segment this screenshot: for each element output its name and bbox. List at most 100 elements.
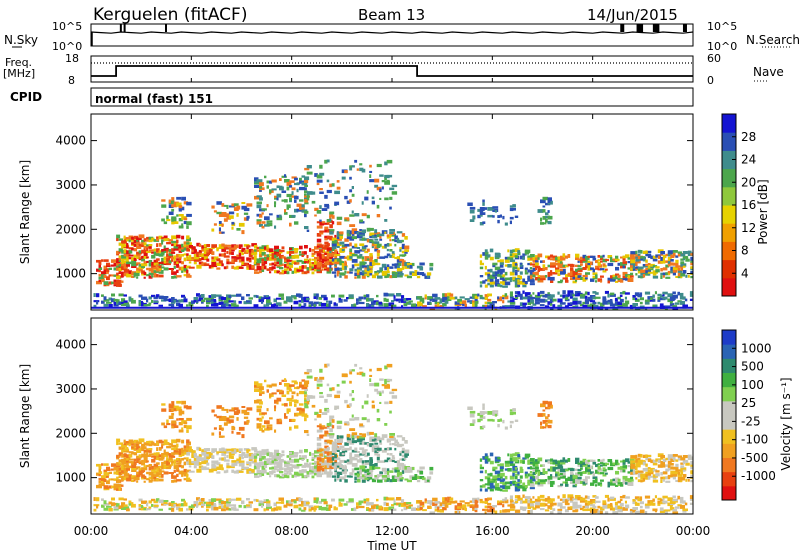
power-cell	[391, 184, 398, 188]
power-cell	[364, 238, 369, 241]
power-cell	[519, 262, 522, 265]
velocity-cell	[489, 488, 494, 492]
power-cell	[426, 272, 432, 276]
power-cell	[562, 264, 568, 268]
velocity-cell	[514, 459, 519, 462]
power-cell	[173, 266, 176, 269]
velocity-cell	[552, 508, 556, 511]
velocity-cell	[294, 466, 299, 469]
power-cell	[151, 254, 156, 259]
power-cell	[123, 253, 128, 257]
velocity-cell	[590, 459, 596, 462]
power-cell	[690, 261, 693, 266]
power-cell	[394, 243, 397, 247]
power-cell	[371, 196, 375, 200]
power-cell	[236, 293, 242, 297]
power-cell	[266, 295, 269, 298]
power-cell	[311, 267, 317, 271]
power-cell	[123, 265, 128, 269]
velocity-cell	[156, 498, 160, 502]
power-cell	[647, 263, 651, 266]
power-cell	[128, 296, 132, 300]
velocity-cell	[369, 466, 374, 470]
power-cell	[396, 239, 403, 244]
power-cell	[614, 303, 620, 307]
power-cell	[226, 303, 231, 307]
velocity-cell	[467, 406, 473, 410]
velocity-cell	[228, 465, 235, 469]
velocity-cell	[246, 419, 250, 423]
velocity-cell	[116, 465, 121, 468]
velocity-cell	[166, 464, 171, 467]
power-cell	[472, 293, 478, 298]
power-cell	[183, 296, 186, 300]
power-cell	[314, 259, 317, 262]
power-cell	[391, 251, 395, 254]
velocity-cell	[537, 483, 544, 487]
velocity-cell	[344, 399, 348, 404]
velocity-cell	[632, 471, 637, 475]
velocity-cell	[366, 452, 370, 456]
power-cell	[274, 195, 278, 199]
velocity-cell	[101, 479, 104, 483]
velocity-cell	[376, 438, 382, 442]
power-cell	[565, 277, 568, 280]
velocity-cell	[106, 480, 110, 485]
power-cell	[319, 222, 325, 226]
velocity-cell	[682, 508, 688, 512]
velocity-cell	[454, 505, 458, 509]
velocity-cell	[612, 481, 619, 484]
velocity-cell	[126, 467, 130, 471]
velocity-cell	[504, 509, 511, 513]
power-cell	[146, 250, 152, 253]
power-cell	[609, 299, 613, 303]
power-cell	[226, 206, 229, 209]
velocity-cell	[106, 505, 112, 508]
velocity-cell	[550, 480, 555, 485]
power-cell	[186, 221, 192, 226]
velocity-cell	[101, 463, 104, 466]
power-cell	[274, 251, 280, 255]
velocity-cell	[241, 500, 245, 505]
power-cell	[371, 274, 376, 279]
power-cell	[341, 273, 346, 276]
power-cell	[569, 295, 573, 299]
power-cell	[133, 257, 137, 261]
power-cell	[359, 238, 363, 241]
power-cell	[161, 252, 165, 256]
power-cell	[487, 301, 493, 305]
velocity-cell	[492, 475, 496, 479]
velocity-cell	[316, 469, 322, 474]
power-cell	[106, 262, 110, 266]
power-cell	[151, 272, 156, 275]
power-cell	[484, 255, 490, 258]
power-cell	[108, 304, 113, 308]
velocity-cell	[111, 502, 116, 507]
velocity-cell	[524, 471, 528, 474]
velocity-cell	[289, 451, 292, 454]
velocity-cell	[589, 504, 596, 507]
velocity-cell	[670, 473, 675, 478]
velocity-cell	[369, 436, 375, 440]
velocity-cell	[103, 500, 107, 505]
power-cell	[482, 199, 485, 203]
velocity-cell	[311, 471, 317, 475]
velocity-cell	[158, 466, 161, 470]
velocity-cell	[339, 467, 344, 470]
power-cell	[98, 267, 103, 270]
power-cell	[434, 304, 439, 308]
power-cell	[682, 270, 687, 274]
power-cell	[269, 251, 275, 254]
power-cell	[158, 235, 163, 240]
power-cell	[256, 201, 262, 205]
power-cell	[206, 258, 210, 262]
power-cell	[116, 234, 121, 239]
velocity-cell	[429, 471, 434, 475]
power-cell	[248, 297, 253, 300]
power-cell	[489, 268, 493, 273]
power-cell	[311, 271, 315, 275]
velocity-cell	[121, 469, 125, 473]
power-cell	[612, 303, 615, 307]
velocity-cell	[188, 505, 192, 508]
